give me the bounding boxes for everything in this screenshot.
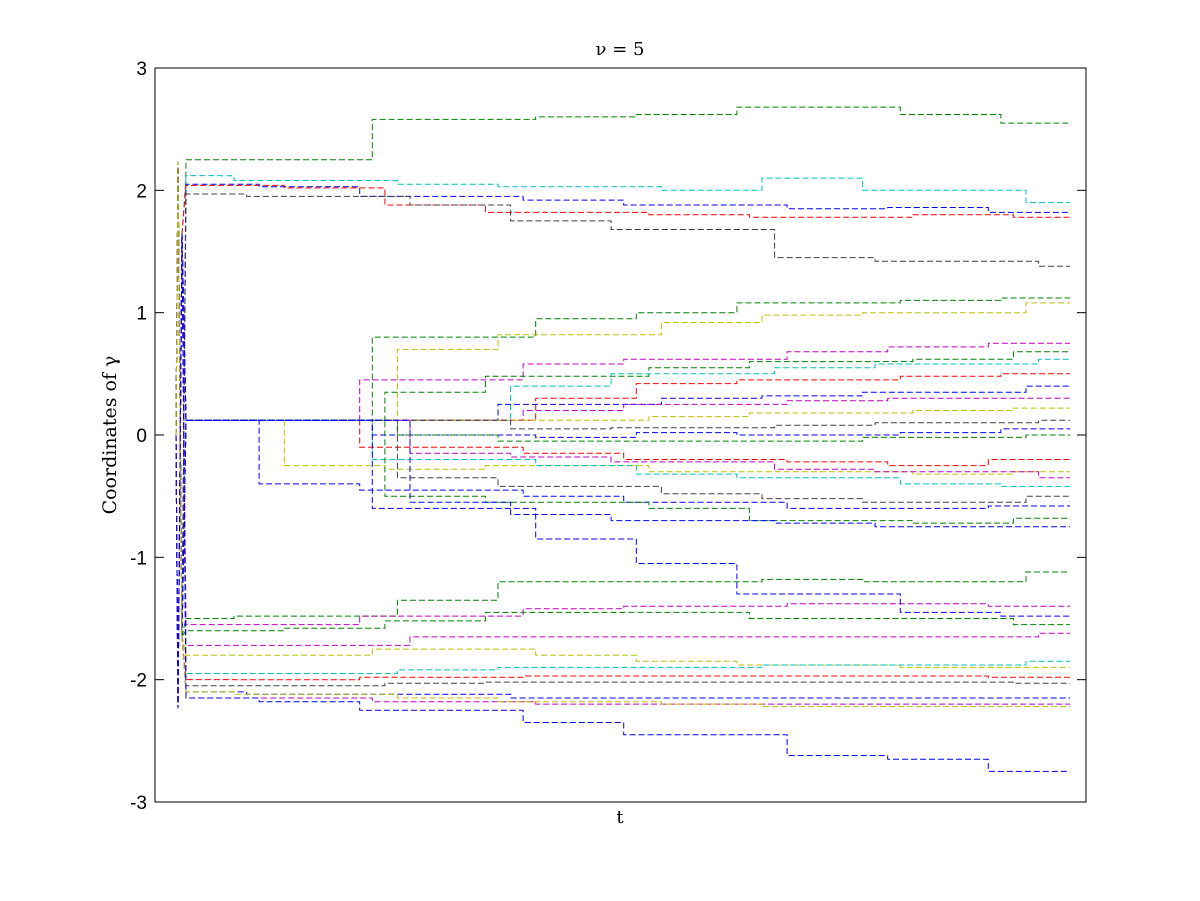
series-line bbox=[175, 233, 1070, 709]
y-axis-label: Coordinates of γ bbox=[99, 356, 121, 515]
y-tick-label: -2 bbox=[130, 671, 147, 692]
y-tick-label: -1 bbox=[130, 548, 147, 569]
y-tick-label: 0 bbox=[136, 426, 147, 447]
series-line bbox=[175, 106, 1070, 637]
y-tick-labels: -3 -2 -1 0 1 2 3 bbox=[130, 59, 147, 814]
series-lines bbox=[175, 106, 1070, 772]
series-line bbox=[175, 161, 1070, 708]
series-line bbox=[175, 161, 1070, 637]
series-line bbox=[175, 233, 1070, 709]
series-line bbox=[175, 184, 1070, 709]
y-tick-label: 3 bbox=[136, 59, 147, 80]
y-tick-label: -3 bbox=[130, 793, 147, 814]
series-line bbox=[175, 233, 1070, 709]
series-line bbox=[175, 175, 1070, 709]
series-line bbox=[175, 161, 1070, 637]
series-line bbox=[175, 233, 1070, 709]
x-axis-label: t bbox=[616, 807, 624, 828]
series-line bbox=[175, 161, 1070, 638]
series-line bbox=[175, 161, 1070, 637]
y-tick-label: 1 bbox=[136, 304, 147, 325]
chart-title: ν = 5 bbox=[596, 39, 645, 60]
plot-background bbox=[155, 68, 1086, 802]
y-tick-label: 2 bbox=[136, 181, 147, 202]
series-line bbox=[175, 233, 1070, 709]
series-line bbox=[175, 233, 1070, 709]
series-line bbox=[175, 161, 1070, 681]
plot-frame bbox=[154, 67, 1087, 803]
series-line bbox=[175, 233, 1070, 772]
